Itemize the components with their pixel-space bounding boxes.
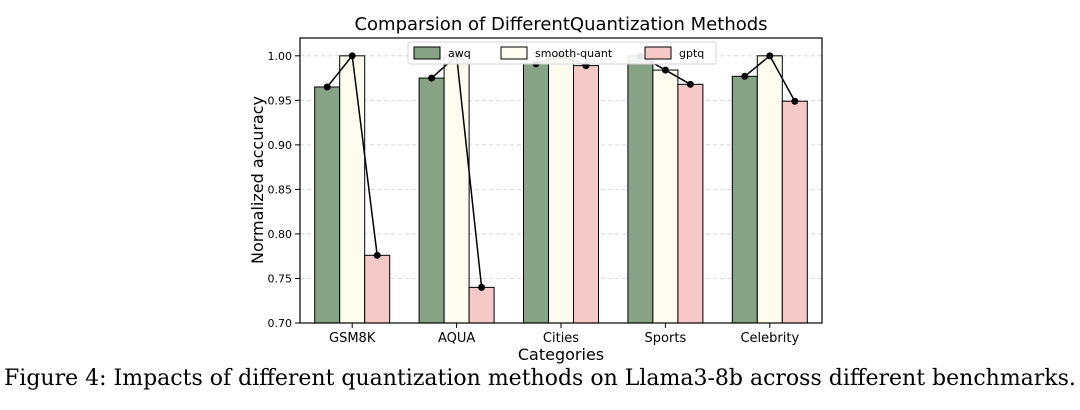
bar-awq-Cities: [523, 63, 549, 324]
point-gptq-Sports: [686, 80, 694, 88]
point-awq-AQUA: [428, 74, 436, 82]
legend-label-awq: awq: [448, 47, 471, 60]
bar-awq-AQUA: [418, 77, 445, 324]
figure-caption: Figure 4: Impacts of different quantizat…: [4, 366, 1076, 391]
bar-awq-GSM8K: [314, 86, 341, 324]
bars: [314, 55, 808, 324]
x-tick-label-3: Sports: [645, 331, 687, 346]
x-axis-label: Categories: [518, 345, 604, 364]
point-gptq-AQUA: [478, 283, 486, 291]
bar-smooth-quant-GSM8K: [339, 55, 366, 324]
point-smooth-quant-GSM8K: [348, 52, 356, 60]
y-tick-label-3: 0.85: [268, 183, 293, 196]
x-tick-label-2: Cities: [543, 331, 579, 346]
bar-gptq-Sports: [677, 83, 704, 324]
bar-smooth-quant-AQUA: [443, 55, 470, 324]
point-gptq-GSM8K: [373, 251, 381, 259]
x-tick-label-4: Celebrity: [740, 331, 799, 346]
legend-swatch-smooth-quant: [500, 46, 528, 60]
x-tick-label-0: GSM8K: [329, 331, 376, 346]
y-tick-label-6: 1.00: [268, 50, 293, 63]
bar-awq-Sports: [627, 55, 654, 324]
bar-awq-Celebrity: [731, 75, 758, 324]
legend-label-smooth-quant: smooth-quant: [535, 47, 613, 60]
y-tick-label-5: 0.95: [268, 94, 293, 107]
y-tick-label-4: 0.90: [268, 139, 293, 152]
point-smooth-quant-Celebrity: [766, 52, 774, 60]
point-awq-Celebrity: [741, 72, 749, 80]
legend-box: [407, 41, 717, 65]
bar-smooth-quant-Cities: [548, 55, 574, 324]
x-axis-ticks: GSM8K AQUA Cities Sports Celebrity: [329, 323, 799, 346]
bar-gptq-Celebrity: [781, 100, 808, 324]
y-axis-ticks: 0.70 0.75 0.80 0.85 0.90 0.95 1.00: [268, 50, 300, 330]
y-tick-label-0: 0.70: [268, 317, 293, 330]
bar-smooth-quant-Celebrity: [756, 55, 783, 324]
y-tick-label-1: 0.75: [268, 272, 293, 285]
x-tick-label-1: AQUA: [438, 331, 475, 346]
bar-smooth-quant-Sports: [652, 69, 679, 324]
chart-title: Comparsion of DifferentQuantization Meth…: [354, 14, 767, 35]
legend-label-gptq: gptq: [679, 47, 704, 60]
bar-gptq-AQUA: [468, 286, 495, 324]
bar-gptq-GSM8K: [364, 254, 391, 324]
legend-swatch-gptq: [644, 46, 672, 60]
legend: awq smooth-quant gptq: [407, 41, 717, 65]
y-axis-label: Normalized accuracy: [248, 96, 267, 264]
legend-swatch-awq: [413, 46, 441, 60]
y-tick-label-2: 0.80: [268, 228, 293, 241]
point-smooth-quant-Sports: [661, 66, 669, 74]
point-gptq-Celebrity: [791, 97, 799, 105]
bar-gptq-Cities: [573, 65, 599, 324]
point-awq-GSM8K: [323, 83, 331, 91]
